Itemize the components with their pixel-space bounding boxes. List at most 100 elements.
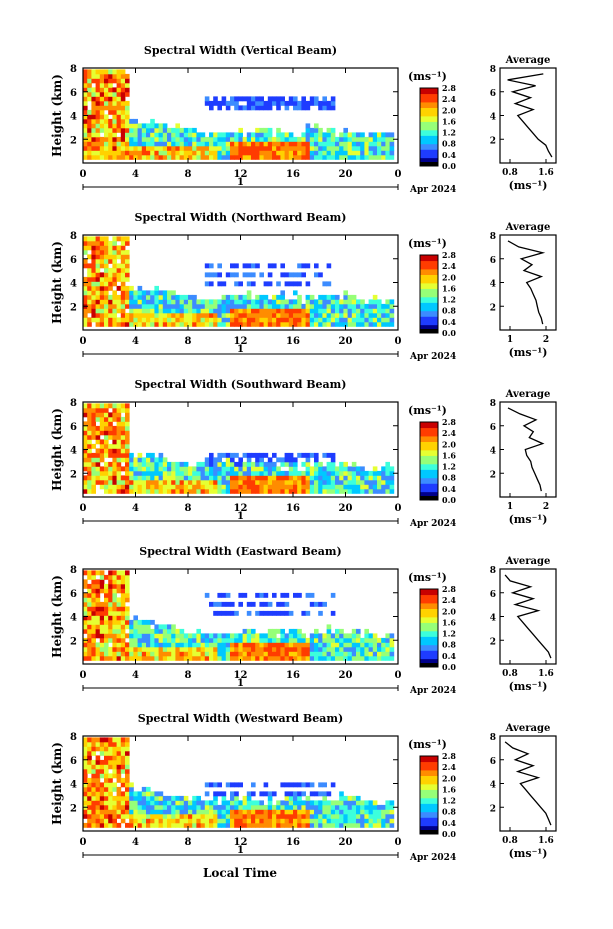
x-tick-label: 16	[286, 503, 300, 514]
colorbar-swatch	[420, 469, 438, 473]
colorbar-tick-label: 0.4	[442, 150, 456, 160]
colorbar-swatch	[420, 118, 438, 122]
day-label: 1	[237, 678, 244, 689]
colorbar-swatch	[420, 820, 438, 824]
colorbar-swatch	[420, 458, 438, 462]
average-profile: Average 2 4 6 8 0.8 1.6(ms⁻¹)	[490, 55, 557, 192]
date-label: Apr 2024	[409, 185, 456, 195]
colorbar-swatch	[420, 104, 438, 108]
colorbar-swatch	[420, 115, 438, 120]
colorbar-swatch	[420, 124, 438, 128]
y-tick-label: 8	[70, 565, 77, 576]
average-line	[504, 741, 552, 826]
x-tick-label: 4	[132, 837, 139, 848]
colorbar-tick-label: 0.0	[442, 829, 456, 839]
colorbar-tick-label: 2.8	[442, 250, 456, 260]
colorbar-swatch	[420, 430, 438, 434]
panel-title: Spectral Width (Westward Beam)	[138, 712, 343, 725]
colorbar-tick-label: 2.4	[442, 762, 456, 772]
colorbar-swatch	[420, 789, 438, 793]
date-label: Apr 2024	[409, 352, 456, 362]
colorbar-swatch	[420, 110, 438, 114]
colorbar-tick-label: 1.6	[442, 116, 456, 126]
colorbar: 0.00.40.81.2 1.62.02.42.8(ms⁻¹)	[408, 738, 456, 839]
colorbar-tick-label: 2.8	[442, 584, 456, 594]
colorbar-swatch	[420, 263, 438, 267]
colorbar-tick-label: 2.8	[442, 83, 456, 93]
x-tick-label: 12	[234, 670, 248, 681]
panel-3: Spectral Width (Southward Beam) 2 4 6 8 Heigh…	[50, 378, 557, 529]
x-tick-label: 0	[395, 503, 402, 514]
average-y-tick-label: 4	[490, 113, 496, 123]
colorbar-tick-label: 2.0	[442, 773, 456, 783]
colorbar-swatch	[420, 602, 438, 607]
y-tick-label: 4	[70, 112, 77, 123]
panel-title: Spectral Width (Northward Beam)	[135, 211, 347, 224]
colorbar-swatch	[420, 138, 438, 142]
colorbar-unit: (ms⁻¹)	[408, 738, 447, 751]
average-y-tick-label: 2	[490, 303, 496, 313]
y-tick-label: 6	[70, 88, 77, 99]
colorbar-tick-label: 2.4	[442, 94, 456, 104]
colorbar-low-band	[420, 496, 438, 500]
colorbar-swatch	[420, 277, 438, 281]
colorbar-swatch	[420, 99, 438, 103]
colorbar-swatch	[420, 611, 438, 615]
average-x-tick-label: 1	[507, 335, 513, 345]
colorbar: 0.00.40.81.2 1.62.02.42.8(ms⁻¹)	[408, 571, 456, 672]
colorbar-swatch	[420, 636, 438, 640]
colorbar-swatch	[420, 822, 438, 827]
y-tick-label: 2	[70, 302, 77, 313]
colorbar-swatch	[420, 285, 438, 289]
y-tick-label: 2	[70, 135, 77, 146]
colorbar-swatch	[420, 291, 438, 295]
colorbar-swatch	[420, 758, 438, 763]
colorbar-swatch	[420, 622, 438, 626]
colorbar-swatch	[420, 761, 438, 765]
colorbar-tick-label: 1.6	[442, 784, 456, 794]
x-tick-label: 20	[339, 670, 353, 681]
colorbar-swatch	[420, 483, 438, 487]
colorbar-swatch	[420, 591, 438, 596]
colorbar-tick-label: 2.0	[442, 272, 456, 282]
colorbar-swatch	[420, 96, 438, 100]
x-tick-label: 0	[395, 837, 402, 848]
x-tick-label: 0	[80, 503, 87, 514]
colorbar-swatch	[420, 271, 438, 275]
panel-1: Spectral Width (Vertical Beam) 2 4 6 8 Height…	[50, 44, 557, 195]
colorbar-unit: (ms⁻¹)	[408, 237, 447, 250]
colorbar: 0.00.40.81.2 1.62.02.42.8(ms⁻¹)	[408, 237, 456, 338]
colorbar-low-band	[420, 830, 438, 834]
colorbar-swatch	[420, 778, 438, 782]
colorbar-swatch	[420, 488, 438, 493]
colorbar-tick-label: 0.8	[442, 473, 456, 483]
colorbar-swatch	[420, 653, 438, 657]
x-tick-label: 4	[132, 336, 139, 347]
colorbar-swatch	[420, 90, 438, 95]
x-tick-label: 12	[234, 837, 248, 848]
average-y-tick-label: 8	[490, 733, 496, 743]
average-line	[507, 240, 546, 325]
colorbar-swatch	[420, 474, 438, 479]
y-tick-label: 8	[70, 398, 77, 409]
colorbar-swatch	[420, 466, 438, 470]
colorbar-swatch	[420, 825, 438, 829]
colorbar-swatch	[420, 605, 438, 609]
colorbar-swatch	[420, 619, 438, 623]
day-label: 1	[237, 344, 244, 355]
y-tick-label: 6	[70, 756, 77, 767]
colorbar-tick-label: 2.0	[442, 606, 456, 616]
x-tick-label: 0	[80, 336, 87, 347]
panel-title: Spectral Width (Southward Beam)	[134, 378, 346, 391]
colorbar-swatch	[420, 305, 438, 309]
y-tick-label: 8	[70, 231, 77, 242]
colorbar-swatch	[420, 143, 438, 147]
colorbar-swatch	[420, 769, 438, 774]
colorbar-swatch	[420, 310, 438, 314]
average-x-tick-label: 2	[543, 335, 549, 345]
average-x-label: (ms⁻¹)	[509, 847, 548, 860]
colorbar-swatch	[420, 255, 438, 259]
average-y-tick-label: 4	[490, 614, 496, 624]
colorbar-swatch	[420, 655, 438, 660]
